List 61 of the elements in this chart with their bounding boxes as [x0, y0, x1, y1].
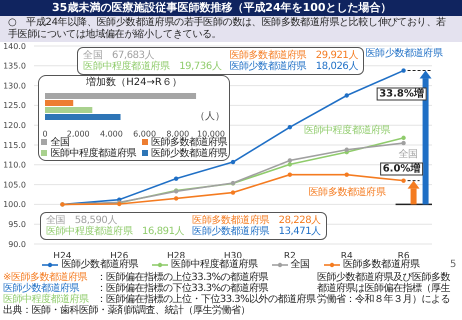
legend-label: 医師中程度都道府県	[49, 148, 136, 159]
y-tick-label: 140.0	[3, 42, 26, 51]
bar	[45, 100, 74, 106]
bar	[45, 93, 196, 99]
chart-title: 35歳未満の医療施設従事医師数推移（平成24年を100とした場合）	[0, 0, 462, 16]
y-tick-label: 125.0	[3, 101, 26, 110]
point	[174, 176, 178, 181]
annotation: 33.8%増	[376, 88, 427, 101]
text: 医師中程度都道府県：医師偏在指標の上位・下位33.3%以外の都道府県	[3, 294, 316, 305]
point	[344, 172, 349, 177]
y-tick-label: 130.0	[3, 81, 26, 90]
point	[401, 178, 406, 183]
annotation: 全国 67,683人	[83, 50, 154, 61]
y-tick-label: 100.0	[3, 200, 26, 210]
point	[344, 93, 349, 98]
point	[230, 190, 236, 195]
annotation: 医師多数都道府県 29,921人	[229, 50, 358, 61]
annotation: 医師少数都道府県 13,471人	[192, 226, 321, 237]
x-tick-label: 0	[42, 130, 48, 139]
annotation: 6.0%増	[380, 162, 424, 176]
annotation: 医師中程度都道府県 19,736人	[83, 61, 222, 72]
annotation: 医師多数都道府県	[308, 187, 386, 198]
point	[288, 124, 292, 130]
chart-subtitle: ○ 平成24年以降、医師少数都道府県の若手医師の数は、医師多数都道府県と比較し伸びており、若手医師については地域偏在が縮小してきている。	[0, 16, 462, 42]
annotation: 全国	[398, 149, 418, 160]
y-tick-label: 120.0	[3, 121, 26, 130]
y-tick-label: 110.0	[3, 160, 26, 170]
annotation: 医師少数都道府県	[366, 48, 442, 59]
point	[288, 162, 292, 167]
text: 医師少数都道府県 ：医師偏在指標の下位33.3%の都道府県	[3, 283, 268, 294]
legend-label: 医師中程度都道府県	[170, 258, 258, 271]
point	[401, 136, 406, 140]
y-tick-label: 105.0	[3, 180, 26, 190]
text: 医師少数都道府県及び医師多数都道府県は医師偏在指標（厚生労働省：令和８年３月）による	[317, 272, 451, 305]
point	[230, 160, 236, 164]
y-tick-label: 95.0	[8, 220, 26, 230]
y-tick-label: 135.0	[3, 62, 26, 71]
annotation: 医師中程度都道府県 16,891人	[46, 226, 184, 237]
point	[401, 140, 406, 146]
bar	[45, 107, 92, 113]
x-axis-title: （人）	[195, 111, 225, 122]
text: 5	[450, 258, 456, 271]
annotation: 医師多数都道府県 28,228人	[192, 215, 321, 226]
legend-label: 全国	[290, 258, 310, 271]
legend-label: 全国	[49, 137, 70, 148]
annotation: 医師少数都道府県 18,026人	[229, 61, 358, 72]
point	[401, 68, 406, 73]
point	[288, 158, 292, 163]
legend-label: 医師少数都道府県	[150, 148, 227, 159]
bar	[45, 114, 121, 120]
point	[288, 172, 292, 177]
point	[174, 196, 178, 201]
legend-label: 医師多数都道府県	[150, 137, 227, 148]
annotation: 医師中程度都道府県	[304, 125, 390, 136]
chart-title: 増加数（H24→R６）	[85, 77, 183, 88]
y-tick-label: 115.0	[3, 140, 26, 150]
y-tick-label: 90.0	[8, 240, 26, 249]
text: ※医師多数都道府県 ：医師偏在指標の上位33.3%の都道府県	[3, 272, 270, 283]
source-note: 出典：医師・歯科医師・薬剤師調査、統計（厚生労働省）	[3, 305, 251, 316]
point	[344, 148, 349, 152]
annotation: 全国 58,590人	[46, 215, 117, 226]
